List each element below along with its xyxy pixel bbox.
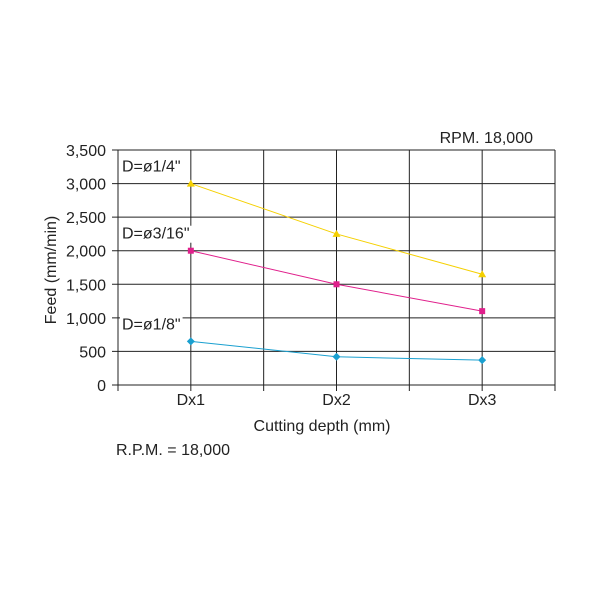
series-3: D=ø1/8" — [120, 316, 487, 365]
series-label: D=ø1/4" — [122, 159, 181, 176]
series-label-bg — [120, 158, 183, 176]
grid — [112, 149, 556, 391]
data-point — [478, 356, 487, 365]
data-point — [186, 337, 195, 346]
x-tick-labels: Dx1 Dx2 Dx3 — [177, 392, 497, 409]
x-tick-label: Dx1 — [177, 392, 206, 409]
x-tick-label: Dx3 — [468, 392, 497, 409]
y-tick-label: 3,000 — [66, 177, 106, 194]
x-axis-title: Cutting depth (mm) — [254, 418, 391, 435]
y-tick-label: 3,500 — [66, 143, 106, 160]
y-tick-label: 2,000 — [66, 244, 106, 261]
y-tick-labels: 0 500 1,000 1,500 2,000 2,500 3,000 3,500 — [66, 143, 106, 395]
y-tick-label: 1,500 — [66, 277, 106, 294]
data-point — [479, 308, 486, 315]
data-point — [187, 247, 194, 254]
series-2: D=ø3/16" — [120, 225, 486, 315]
data-point — [478, 270, 487, 278]
series-label-bg — [120, 316, 183, 334]
data-point — [332, 352, 341, 361]
chart-subtitle: RPM. 18,000 — [440, 130, 533, 147]
y-tick-label: 0 — [97, 378, 106, 395]
series-1: D=ø1/4" — [120, 158, 487, 278]
y-axis-title: Feed (mm/min) — [43, 216, 60, 324]
data-point — [333, 281, 340, 288]
rpm-footnote: R.P.M. = 18,000 — [116, 442, 230, 459]
y-tick-label: 500 — [79, 344, 106, 361]
y-tick-label: 1,000 — [66, 311, 106, 328]
series-layer: D=ø1/4" D=ø3/16" D=ø1/8" — [120, 158, 487, 365]
series-label-bg — [120, 225, 192, 243]
data-point — [332, 229, 341, 237]
data-point — [186, 179, 195, 187]
x-tick-label: Dx2 — [322, 392, 351, 409]
y-tick-label: 2,500 — [66, 210, 106, 227]
series-label: D=ø1/8" — [122, 316, 181, 333]
series-label: D=ø3/16" — [122, 226, 190, 243]
